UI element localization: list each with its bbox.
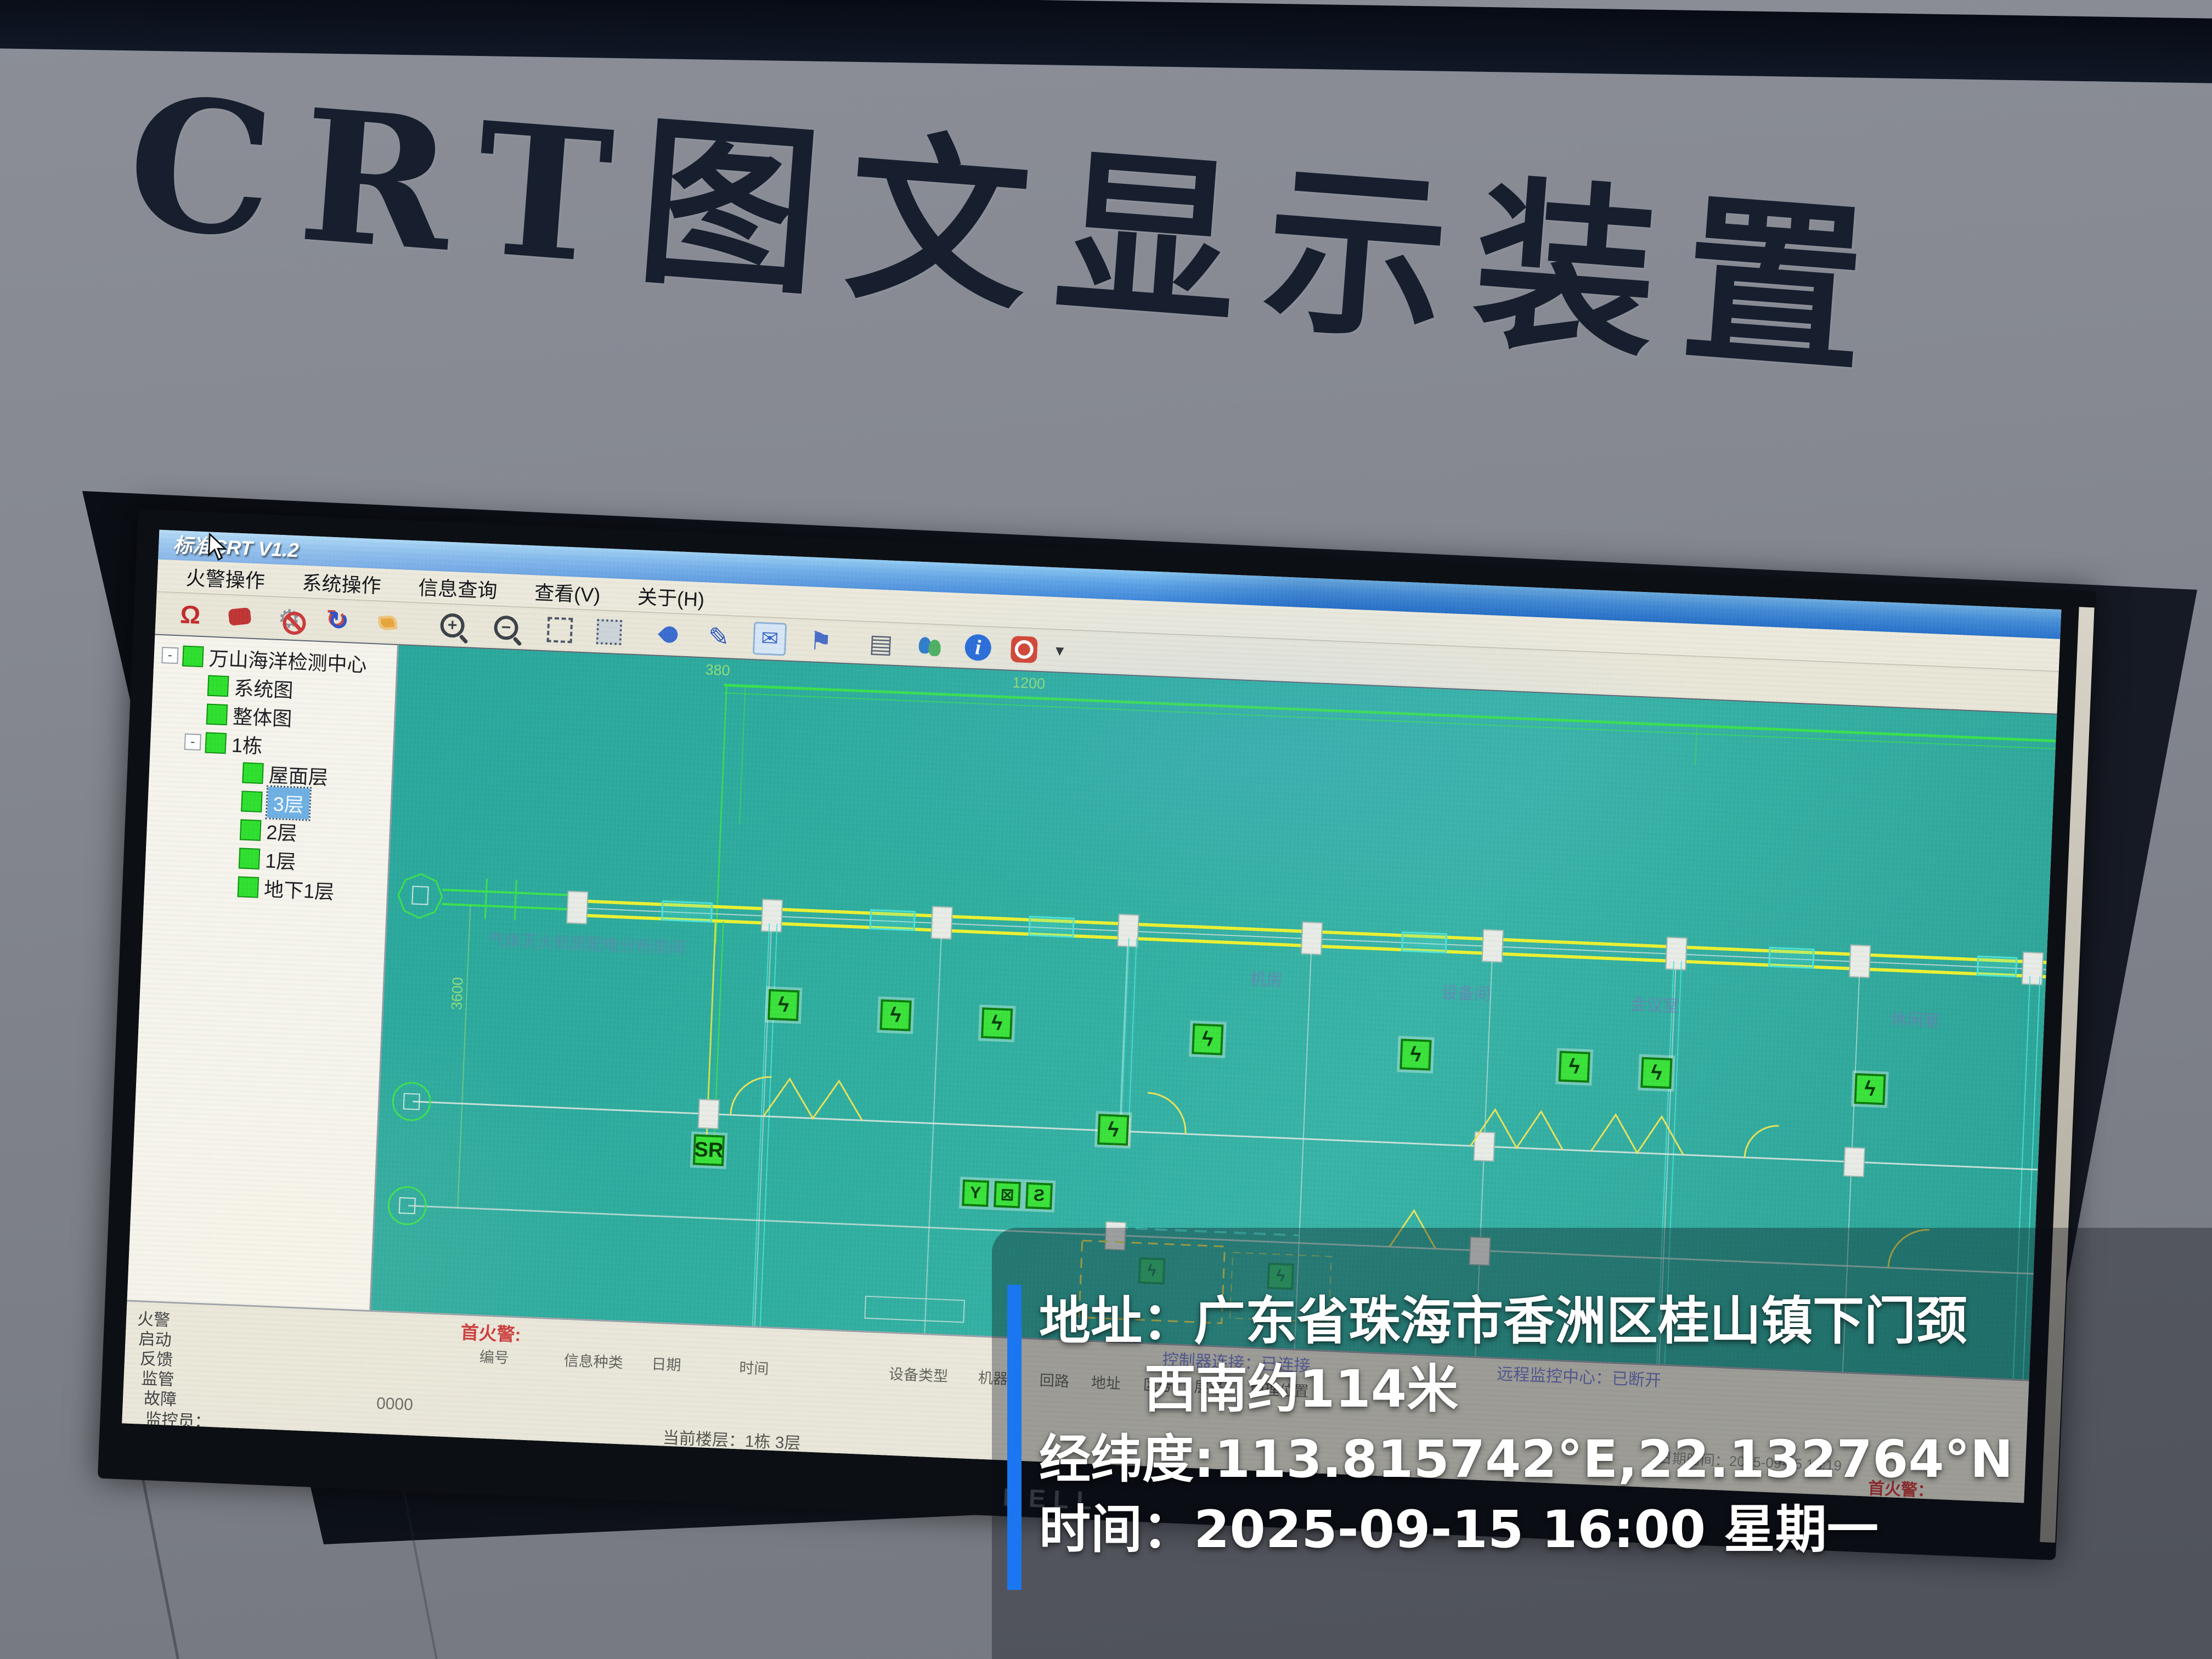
status-square-icon (241, 791, 263, 812)
room-label: 会议室 (1629, 995, 1680, 1016)
fault-count: 0000 (376, 1394, 414, 1414)
status-square-icon (242, 762, 264, 784)
strobe-icon[interactable]: Ƨ (1025, 1182, 1053, 1210)
status-square-icon (205, 732, 227, 754)
menu-view[interactable]: 查看(V) (534, 581, 601, 607)
toolbar-overflow-caret[interactable]: ▾ (1055, 641, 1064, 660)
first-alarm-label: 首火警: (460, 1322, 522, 1345)
operator-label: 监控员： (144, 1410, 212, 1431)
zoom-fit-icon[interactable] (544, 614, 575, 645)
dimension-label-vertical: 3600 (448, 977, 466, 1011)
status-square-icon (182, 645, 204, 668)
sounder-icon[interactable]: Y (962, 1180, 990, 1207)
dimension-label: 1200 (1012, 674, 1046, 692)
mail-icon[interactable]: ✉ (752, 622, 787, 656)
panel-seam (138, 1461, 185, 1659)
watermark-address-line2: 西南约114米 (1144, 1359, 1459, 1419)
watermark-address-line1: 地址：广东省珠海市香洲区桂山镇下门颈 (1039, 1291, 1968, 1351)
watermark-coordinates: 经纬度:113.815742°E,22.132764°N (1039, 1430, 2013, 1489)
menu-info-query[interactable]: 信息查询 (417, 576, 498, 602)
pan-icon[interactable] (654, 619, 685, 650)
zoom-out-icon[interactable]: − (490, 612, 521, 643)
app-screen: 标准CRT V1.2 火警操作 系统操作 信息查询 查看(V) 关于(H) Ω … (122, 529, 2062, 1503)
dimension-label: 380 (705, 661, 731, 679)
status-square-icon (206, 703, 228, 726)
view-mode-icon[interactable] (373, 607, 403, 638)
status-square-icon (238, 848, 261, 870)
zone-tree-panel: - 万山海洋检测中心 系统图 整体图 - 1栋 (127, 634, 399, 1311)
expander-icon[interactable]: - (184, 733, 201, 751)
smoke-detector-icon[interactable]: ϟ (1097, 1114, 1130, 1146)
message-flag-icon[interactable]: ⚑ (809, 626, 833, 656)
col-id: 编号 (479, 1348, 510, 1367)
smoke-detector-icon[interactable]: ϟ (980, 1007, 1013, 1040)
silence-icon[interactable] (224, 601, 255, 632)
zoom-extent-icon[interactable] (594, 617, 624, 647)
kiosk-header-title: CRT图文显示装置 (121, 55, 1901, 401)
power-icon[interactable] (1010, 635, 1038, 663)
col-info-type: 信息种类 (563, 1352, 624, 1372)
watermark-backdrop (992, 1228, 2212, 1659)
users-icon[interactable] (915, 630, 946, 661)
info-icon[interactable]: i (964, 634, 992, 662)
room-label: 设备间 (1441, 984, 1491, 1004)
module-icon[interactable]: ⊠ (994, 1181, 1022, 1209)
smoke-detector-icon[interactable]: ϟ (768, 989, 800, 1022)
current-floor: 当前楼层：1栋 3层 (662, 1429, 802, 1453)
expander-icon[interactable]: - (161, 647, 179, 664)
smoke-detector-icon[interactable]: ϟ (1640, 1057, 1673, 1089)
manual-call-point-icon[interactable]: SR (692, 1134, 725, 1166)
smoke-detector-icon[interactable]: ϟ (879, 999, 912, 1031)
reset-icon[interactable]: ↻ (327, 606, 350, 636)
status-square-icon (207, 675, 229, 697)
document-icon[interactable]: ▤ (868, 629, 894, 658)
menu-system-ops[interactable]: 系统操作 (301, 571, 382, 597)
menu-about[interactable]: 关于(H) (637, 585, 705, 611)
zoom-in-icon[interactable]: + (437, 610, 468, 641)
edit-pencil-icon[interactable]: ✎ (707, 622, 730, 652)
watermark-accent-bar (1007, 1285, 1022, 1590)
disable-gear-icon[interactable]: ⚙ (274, 603, 307, 635)
col-time: 时间 (738, 1359, 769, 1378)
window-titlebar[interactable]: 标准CRT V1.2 (158, 529, 2062, 639)
col-date: 日期 (651, 1356, 682, 1374)
smoke-detector-icon[interactable]: ϟ (1400, 1039, 1432, 1071)
mouse-cursor-icon (208, 533, 228, 561)
status-square-icon (239, 819, 262, 841)
floorplan-canvas[interactable]: 380 1200 3600 气体灭火机房配电分析房间 机房 设备间 会议室 休闲… (371, 644, 2057, 1381)
fire-alarm-icon[interactable]: Ω (179, 600, 201, 629)
monitor-bezel: 标准CRT V1.2 火警操作 系统操作 信息查询 查看(V) 关于(H) Ω … (97, 509, 2096, 1561)
room-label: 休闲室 (1890, 1010, 1940, 1031)
watermark-time: 时间：2025-09-15 16:00 星期一 (1039, 1500, 1878, 1560)
smoke-detector-icon[interactable]: ϟ (1192, 1023, 1224, 1056)
smoke-detector-icon[interactable]: ϟ (1558, 1051, 1590, 1083)
smoke-detector-icon[interactable]: ϟ (1854, 1073, 1886, 1105)
col-device-type: 设备类型 (888, 1365, 949, 1385)
menu-fire-ops[interactable]: 火警操作 (185, 566, 266, 592)
floorplan-svg (387, 684, 2056, 1381)
status-square-icon (237, 876, 259, 898)
room-label: 机房 (1249, 970, 1283, 990)
